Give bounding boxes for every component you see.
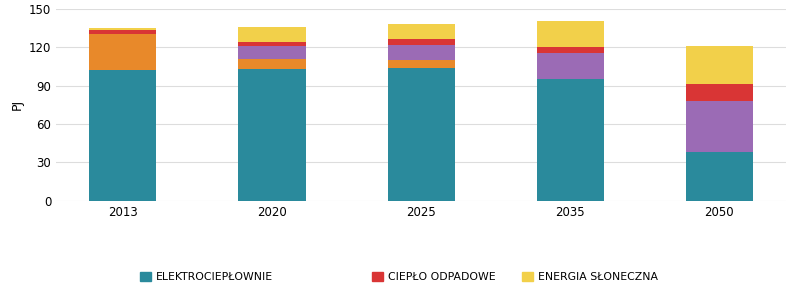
Bar [387, 60, 455, 67]
Bar [387, 24, 455, 39]
Legend: ELEKTROCIEPŁOWNIE, POMPY CIEPŁA I KOTŁY ELEKTRYCZNE, CIEPŁO ODPADOWE, KOTŁY CIEP: ELEKTROCIEPŁOWNIE, POMPY CIEPŁA I KOTŁY … [136, 268, 662, 287]
Bar [537, 79, 604, 201]
Bar [238, 27, 306, 42]
Bar [238, 42, 306, 46]
Bar [537, 53, 604, 79]
Bar [686, 84, 753, 101]
Bar [686, 101, 753, 152]
Bar [537, 47, 604, 53]
Y-axis label: PJ: PJ [10, 99, 23, 110]
Bar [387, 67, 455, 201]
Bar [686, 46, 753, 84]
Bar [238, 59, 306, 69]
Bar [89, 28, 156, 30]
Bar [686, 152, 753, 201]
Bar [89, 30, 156, 34]
Bar [89, 70, 156, 201]
Bar [238, 69, 306, 201]
Bar [238, 46, 306, 59]
Bar [387, 44, 455, 60]
Bar [89, 34, 156, 70]
Bar [537, 22, 604, 47]
Bar [387, 39, 455, 44]
